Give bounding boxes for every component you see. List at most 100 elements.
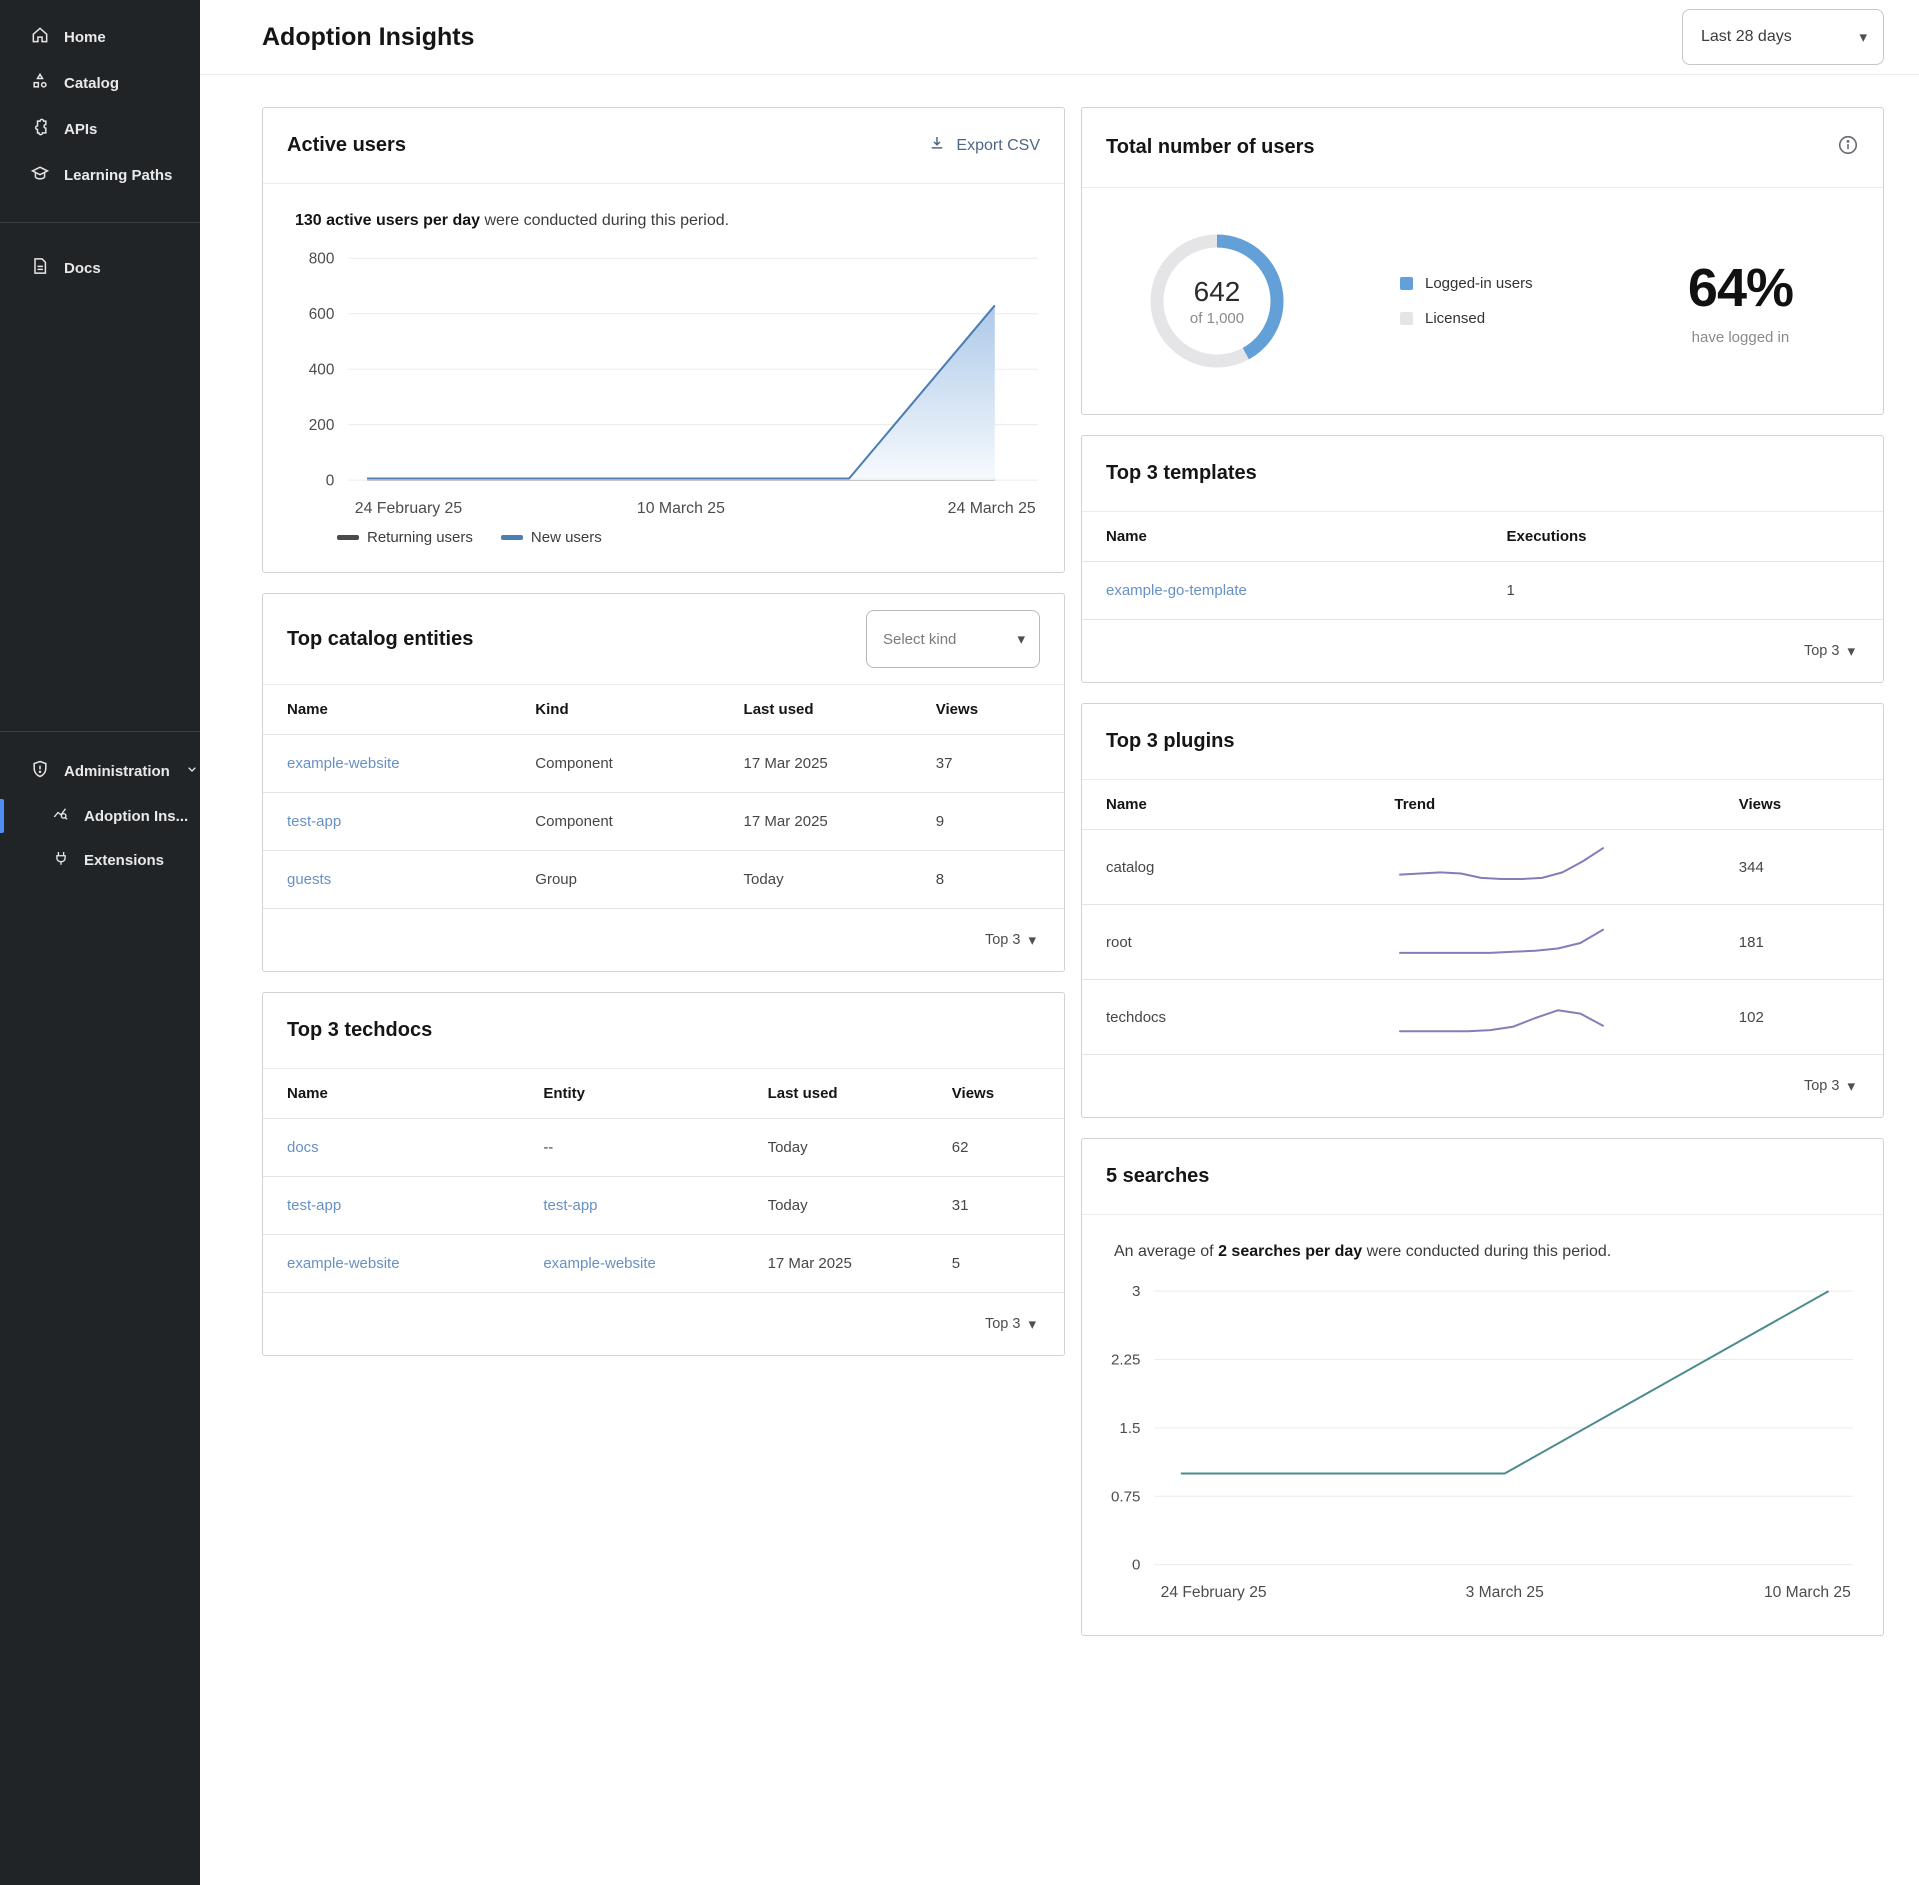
column-header: Views: [1738, 796, 1782, 813]
cell-last-used: 17 Mar 2025: [719, 792, 912, 851]
table-row: test-app Component 17 Mar 2025 9: [263, 792, 1064, 851]
sidebar-item-label: APIs: [64, 120, 98, 138]
caret-down-icon: [1017, 630, 1025, 648]
sidebar-item-extensions[interactable]: Extensions: [0, 838, 200, 882]
sidebar-item-apis[interactable]: APIs: [0, 106, 200, 152]
card-title: Top 3 templates: [1106, 462, 1257, 484]
column-header: Name: [1106, 796, 1147, 813]
top3-label: Top 3: [1803, 1078, 1840, 1094]
donut-center-label: 642 of 1,000: [1142, 226, 1292, 376]
sidebar-item-adoption-insights[interactable]: Adoption Ins...: [0, 794, 200, 838]
summary-strong: 130 active users per day: [295, 212, 481, 229]
techdoc-link[interactable]: example-website: [287, 1255, 400, 1273]
column-header: Name: [287, 701, 328, 719]
cell-last-used: Today: [743, 1118, 928, 1177]
percent-caption: have logged in: [1691, 328, 1790, 346]
chevron-down-icon: [184, 761, 200, 781]
caret-down-icon: [1028, 1315, 1036, 1333]
cell-views: 181: [1714, 904, 1883, 980]
export-csv-label: Export CSV: [956, 136, 1040, 154]
column-header: Last used: [767, 1085, 838, 1103]
legend-label: Returning users: [367, 529, 473, 547]
svg-text:600: 600: [309, 306, 335, 323]
top3-pagination-select[interactable]: Top 3: [1082, 1054, 1883, 1117]
info-icon[interactable]: [1837, 134, 1859, 161]
logged-in-percent-stat: 64% have logged in: [1688, 257, 1794, 346]
card-title: Top 3 plugins: [1106, 730, 1235, 752]
top3-pagination-select[interactable]: Top 3: [263, 1292, 1064, 1355]
techdoc-link[interactable]: test-app: [287, 1197, 342, 1215]
legend-label: Logged-in users: [1425, 275, 1533, 292]
table-header-row: Name Trend Views: [1082, 780, 1883, 830]
legend-label: New users: [530, 529, 602, 547]
searches-card: 5 searches An average of 2 searches per …: [1081, 1138, 1884, 1637]
entity-link[interactable]: example-website: [287, 755, 400, 773]
legend-item-returning-users: Returning users: [337, 529, 473, 546]
cell-views: 37: [911, 734, 1064, 793]
main-area: Adoption Insights Last 28 days Active us…: [200, 0, 1919, 1885]
caret-down-icon: [1859, 28, 1867, 47]
donut-svg: [1150, 234, 1284, 368]
new-users-swatch: [500, 535, 523, 541]
active-users-chart: 0 200 400 600 800 24 February 25 10 March 25 24…: [263, 234, 1064, 525]
table-header-row: Name Executions: [1082, 512, 1883, 562]
top3-pagination-select[interactable]: Top 3: [1082, 619, 1883, 682]
sidebar-item-administration[interactable]: Administration: [0, 748, 200, 794]
sidebar-item-label: Home: [64, 28, 106, 46]
table-row: test-app test-app Today 31: [263, 1176, 1064, 1235]
entity-link[interactable]: guests: [287, 871, 332, 889]
sidebar-item-home[interactable]: Home: [0, 14, 200, 60]
plugins-card-header: Top 3 plugins: [1082, 704, 1883, 780]
techdocs-table: Name Entity Last used Views docs -- Toda…: [263, 1069, 1064, 1293]
cell-kind: Group: [511, 850, 720, 909]
searches-chart: 0 0.75 1.5 2.25 3 24 February 25 3 March 25 10 …: [1082, 1265, 1883, 1635]
page-header: Adoption Insights Last 28 days: [200, 0, 1919, 75]
sidebar-item-docs[interactable]: Docs: [0, 245, 200, 291]
techdoc-link[interactable]: docs: [287, 1139, 319, 1157]
graduation-cap-icon: [30, 163, 50, 187]
svg-text:24 March 25: 24 March 25: [948, 500, 1036, 517]
card-title: Top 3 techdocs: [287, 1019, 433, 1042]
sidebar-item-label: Extensions: [84, 851, 165, 869]
legend-item-logged-in: Logged-in users: [1400, 275, 1533, 292]
card-title: Total number of users: [1106, 136, 1315, 158]
export-csv-button[interactable]: Export CSV: [928, 134, 1040, 157]
svg-text:0: 0: [326, 472, 335, 489]
sidebar-item-learning-paths[interactable]: Learning Paths: [0, 152, 200, 198]
top3-label: Top 3: [984, 1316, 1021, 1333]
column-header: Executions: [1506, 528, 1587, 545]
column-header: Views: [951, 1085, 995, 1103]
select-kind-dropdown[interactable]: Select kind: [866, 610, 1040, 669]
column-header: Name: [1106, 528, 1147, 545]
logged-in-swatch: [1400, 277, 1413, 290]
entity-link[interactable]: test-app: [543, 1197, 598, 1215]
svg-text:0.75: 0.75: [1111, 1488, 1140, 1505]
cell-last-used: 17 Mar 2025: [743, 1234, 928, 1293]
cell-plugin-name: catalog: [1082, 829, 1371, 905]
column-header: Kind: [535, 701, 569, 719]
sidebar-item-catalog[interactable]: Catalog: [0, 60, 200, 106]
summary-strong: 2 searches per day: [1218, 1243, 1363, 1260]
document-icon: [30, 256, 50, 280]
legend-label: Licensed: [1425, 310, 1486, 327]
entity-link[interactable]: example-website: [543, 1255, 656, 1273]
templates-table: Name Executions example-go-template 1: [1082, 512, 1883, 619]
top3-pagination-select[interactable]: Top 3: [263, 908, 1064, 971]
donut-total: of 1,000: [1189, 309, 1245, 327]
cell-kind: Component: [511, 734, 720, 793]
table-row: root 181: [1082, 904, 1883, 980]
table-row: example-go-template 1: [1082, 561, 1883, 619]
puzzle-icon: [30, 117, 50, 141]
column-header: Entity: [543, 1085, 585, 1103]
searches-card-header: 5 searches: [1082, 1139, 1883, 1215]
svg-text:2.25: 2.25: [1111, 1352, 1140, 1369]
divider: [0, 222, 200, 223]
divider: [0, 731, 200, 732]
cell-entity: --: [519, 1118, 744, 1177]
sidebar-item-label: Learning Paths: [64, 166, 173, 184]
column-header: Last used: [743, 701, 814, 719]
time-range-select[interactable]: Last 28 days: [1682, 9, 1884, 65]
template-link[interactable]: example-go-template: [1106, 582, 1247, 599]
legend-item-new-users: New users: [500, 529, 602, 547]
entity-link[interactable]: test-app: [287, 813, 342, 831]
